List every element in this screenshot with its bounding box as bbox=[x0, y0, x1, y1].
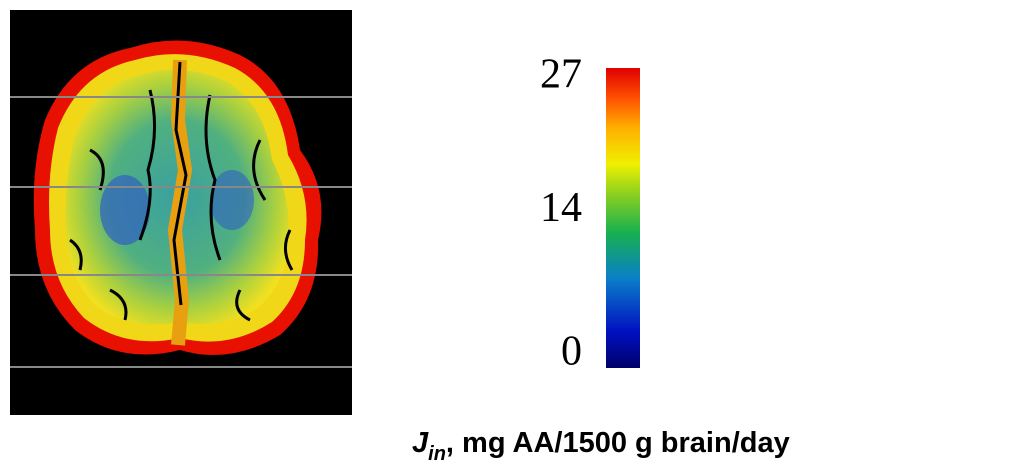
figure: 0 14 27 Jin, mg AA/1500 g brain/day bbox=[0, 0, 1025, 471]
tick-label: 27 bbox=[540, 52, 582, 98]
colorbar-label: Jin, mg AA/1500 g brain/day bbox=[412, 427, 790, 465]
page: {"colorbar": {"lim": [0, 27], "ticks": [… bbox=[0, 0, 1025, 471]
colorbar-ticks: 0 14 27 bbox=[540, 52, 582, 375]
tick-label: 0 bbox=[561, 329, 582, 375]
colorbar bbox=[606, 68, 640, 368]
brain-image bbox=[10, 10, 352, 415]
label-text: , mg AA/1500 g brain/day bbox=[446, 427, 790, 459]
label-subscript: in bbox=[428, 443, 446, 465]
label-symbol: J bbox=[412, 427, 429, 459]
tick-label: 14 bbox=[540, 185, 582, 231]
